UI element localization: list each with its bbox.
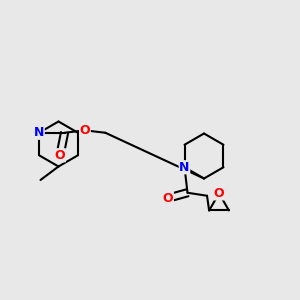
Text: O: O <box>80 124 90 137</box>
Text: O: O <box>214 187 224 200</box>
Text: O: O <box>55 149 65 162</box>
Text: O: O <box>163 192 173 205</box>
Text: N: N <box>179 161 190 174</box>
Text: N: N <box>34 126 44 139</box>
